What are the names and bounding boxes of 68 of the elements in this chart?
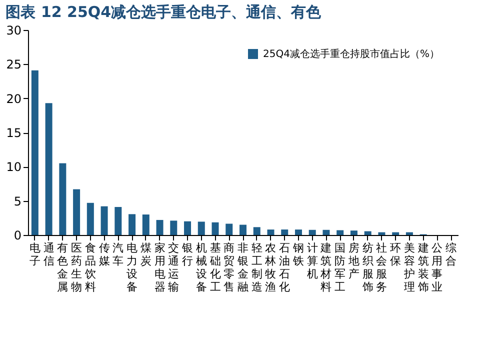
bar bbox=[114, 206, 122, 235]
bar bbox=[322, 230, 330, 235]
x-tick-label: 房地产 bbox=[347, 242, 360, 280]
bar bbox=[156, 220, 164, 235]
bar bbox=[73, 189, 80, 235]
y-tick-label: 10 bbox=[6, 160, 22, 174]
x-tick-label: 公用事业 bbox=[432, 242, 443, 294]
x-tick-label: 家用电器 bbox=[154, 242, 166, 294]
x-tick-label: 电子 bbox=[29, 242, 40, 268]
x-tick-label: 综合 bbox=[446, 242, 457, 268]
bar bbox=[378, 232, 386, 235]
x-tick-label: 交通运输 bbox=[168, 242, 180, 294]
bar bbox=[170, 220, 178, 235]
bar bbox=[184, 221, 192, 235]
bar bbox=[364, 231, 372, 235]
bar bbox=[86, 202, 94, 235]
y-tick-label: 5 bbox=[14, 194, 22, 208]
bar bbox=[294, 230, 302, 235]
bar bbox=[100, 206, 108, 235]
x-tick-label: 煤炭 bbox=[140, 242, 152, 268]
x-tick-label: 有色金属 bbox=[57, 242, 68, 294]
bar bbox=[45, 103, 52, 235]
x-tick-label: 银行 bbox=[181, 242, 194, 268]
x-tick-label: 传媒 bbox=[98, 242, 110, 268]
x-tick-label: 建筑材料 bbox=[320, 242, 332, 294]
y-tick-label: 20 bbox=[6, 92, 22, 106]
x-tick-label: 钢铁 bbox=[292, 242, 304, 268]
y-tick-label: 15 bbox=[6, 126, 22, 140]
bar bbox=[198, 222, 205, 235]
bar bbox=[267, 230, 274, 235]
legend-label: 25Q4减仓选手重仓持股市值占比（%） bbox=[263, 48, 440, 60]
bar bbox=[142, 214, 150, 235]
bar bbox=[212, 222, 219, 235]
x-tick-label: 美容护理 bbox=[402, 242, 415, 294]
x-tick-label: 国防军工 bbox=[334, 242, 346, 294]
bar bbox=[128, 214, 136, 235]
x-tick-label: 建筑装饰 bbox=[416, 242, 429, 294]
bar bbox=[350, 230, 358, 235]
bar bbox=[308, 230, 316, 235]
bar bbox=[226, 224, 233, 235]
x-tick-label: 社会服务 bbox=[376, 242, 388, 294]
bar bbox=[59, 163, 66, 235]
x-tick-label: 计算机 bbox=[306, 242, 318, 280]
x-tick-label: 纺织服饰 bbox=[361, 242, 374, 294]
x-tick-label: 汽车 bbox=[112, 242, 124, 268]
bar bbox=[240, 224, 246, 235]
x-tick-label: 电力设备 bbox=[126, 242, 138, 294]
bar bbox=[392, 232, 400, 235]
x-tick-label: 基础化工 bbox=[208, 242, 221, 294]
x-tick-label: 医药生物 bbox=[71, 242, 82, 294]
bar bbox=[281, 230, 288, 235]
x-tick-label: 机械设备 bbox=[196, 242, 207, 294]
x-tick-label: 通信 bbox=[43, 242, 54, 268]
x-tick-label: 商贸零售 bbox=[224, 242, 235, 294]
x-tick-label: 农林牧渔 bbox=[264, 242, 276, 294]
x-tick-label: 食品饮料 bbox=[84, 242, 96, 294]
y-tick-label: 25 bbox=[6, 58, 22, 72]
x-tick-label: 环保 bbox=[390, 242, 402, 268]
y-tick-label: 30 bbox=[6, 24, 22, 38]
x-tick-label: 非银金融 bbox=[236, 242, 248, 294]
bar bbox=[336, 230, 344, 235]
x-tick-label: 轻工制造 bbox=[251, 242, 262, 294]
bar bbox=[253, 227, 260, 235]
y-tick-label: 0 bbox=[14, 228, 22, 242]
bar bbox=[31, 70, 38, 235]
chart-title: 图表 12 25Q4减仓选手重仓电子、通信、有色 bbox=[6, 3, 322, 21]
x-tick-label: 石油石化 bbox=[279, 242, 290, 294]
bar bbox=[406, 232, 413, 235]
